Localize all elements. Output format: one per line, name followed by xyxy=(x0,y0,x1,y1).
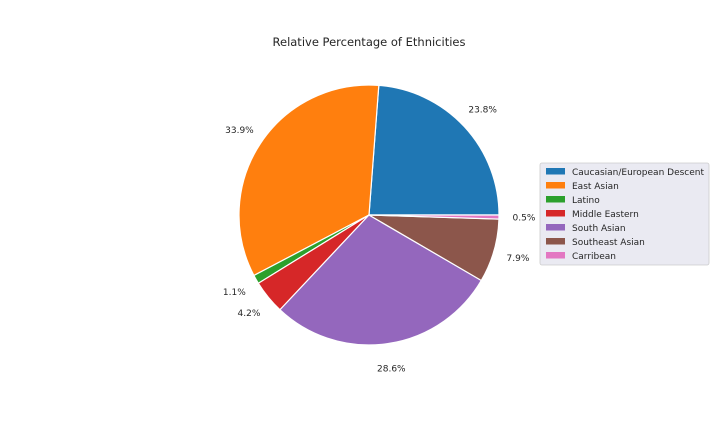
percentage-label: 7.9% xyxy=(507,254,530,264)
legend-label: Carribean xyxy=(572,252,616,262)
pie-slice xyxy=(368,84,500,216)
legend-swatch xyxy=(546,238,565,245)
pie-slice xyxy=(368,214,500,220)
percentage-label: 1.1% xyxy=(223,288,246,298)
legend: Caucasian/European Descent East Asian Lati… xyxy=(539,162,710,266)
percentage-label: 0.5% xyxy=(513,213,536,223)
percentage-label: 23.8% xyxy=(468,106,497,116)
legend-label: Middle Eastern xyxy=(572,210,639,220)
chart-title: Relative Percentage of Ethnicities xyxy=(273,35,466,49)
legend-label: Caucasian/European Descent xyxy=(572,168,704,178)
pie-slices xyxy=(238,84,500,346)
legend-swatch xyxy=(546,210,565,217)
legend-swatch xyxy=(546,168,565,175)
legend-label: Latino xyxy=(572,196,600,206)
percentage-label: 28.6% xyxy=(377,364,406,374)
legend-label: East Asian xyxy=(572,182,619,192)
legend-swatch xyxy=(546,224,565,231)
pie-slice xyxy=(279,214,483,346)
percentage-label: 4.2% xyxy=(238,309,261,319)
legend-label: Southeast Asian xyxy=(572,238,645,248)
legend-swatch xyxy=(546,196,565,203)
legend-label: South Asian xyxy=(572,224,626,234)
legend-frame xyxy=(539,162,710,266)
percentage-label: 33.9% xyxy=(225,126,254,136)
percentage-labels: 23.8% 33.9% 1.1% 4.2% 28.6% 7.9% 0.5% xyxy=(223,106,536,375)
legend-swatch xyxy=(546,182,565,189)
legend-swatch xyxy=(546,252,565,259)
